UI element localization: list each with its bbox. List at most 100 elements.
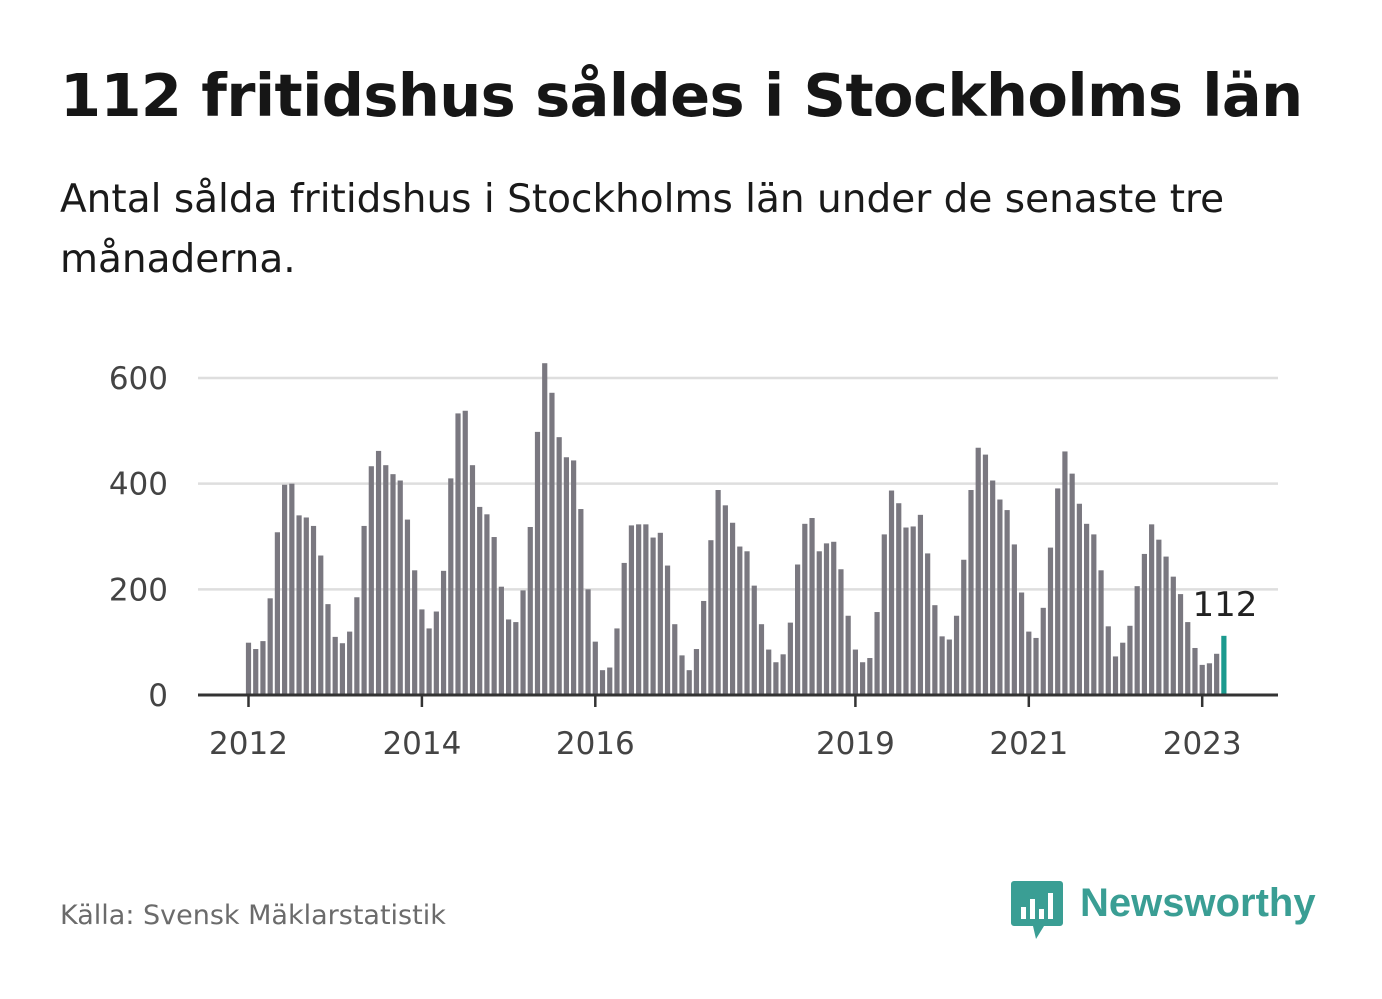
bar: [664, 565, 671, 695]
bar: [838, 569, 844, 695]
bars: [245, 363, 1227, 696]
bar: [672, 624, 678, 695]
bar: [534, 431, 541, 695]
bar: [390, 474, 396, 695]
bar: [1192, 647, 1198, 695]
bar: [766, 649, 772, 695]
bar: [809, 518, 815, 695]
bar: [780, 654, 786, 695]
bar-chart-speech-bubble-icon: [1011, 881, 1063, 939]
bar: [571, 460, 577, 695]
bar: [1170, 576, 1176, 695]
bar: [412, 570, 418, 695]
highlight-bar: [1221, 635, 1227, 695]
bar: [1055, 488, 1061, 695]
bar: [303, 517, 309, 695]
bar: [282, 484, 288, 695]
bar: [968, 490, 974, 695]
y-axis-labels: 0 200 400 600: [109, 361, 168, 714]
bar: [881, 534, 887, 695]
bar: [657, 532, 663, 695]
bar: [469, 465, 476, 695]
bar: [267, 598, 273, 695]
bar: [917, 514, 924, 695]
bar: [1011, 544, 1017, 695]
x-axis-labels: 2012 2014 2016 2019 2021 2023: [209, 726, 1242, 762]
bar: [289, 483, 295, 695]
bar: [744, 551, 750, 695]
bar: [607, 667, 613, 695]
bar: [462, 410, 468, 695]
bar: [347, 631, 353, 695]
bar: [368, 466, 374, 695]
bar: [614, 628, 620, 695]
bar: [397, 480, 403, 695]
bar: [599, 670, 606, 695]
bar: [484, 514, 490, 695]
bar: [527, 526, 533, 695]
bar: [1084, 523, 1090, 695]
bar: [1105, 626, 1111, 695]
bar: [932, 605, 938, 695]
bar-chart: 0 200 400 600 2012 2014 2016 2019 2021 2023 112: [109, 361, 1278, 762]
bar: [1149, 524, 1155, 695]
bar: [310, 525, 317, 695]
bar: [1214, 653, 1220, 695]
bar: [1156, 539, 1162, 695]
bar: [542, 363, 548, 695]
bar: [831, 541, 837, 695]
bar: [997, 499, 1003, 695]
bar: [1177, 594, 1184, 695]
bar: [1047, 547, 1054, 695]
bar: [650, 537, 656, 695]
bar: [1120, 642, 1126, 695]
bar: [578, 509, 584, 695]
bar: [795, 564, 801, 695]
brand-logo: Newsworthy: [1010, 877, 1330, 943]
x-tick-label: 2021: [989, 726, 1068, 762]
bar: [585, 589, 591, 695]
bar: [1033, 637, 1039, 695]
bar: [643, 524, 649, 695]
bar: [679, 655, 685, 696]
bar: [729, 522, 736, 695]
bar: [477, 506, 483, 695]
y-tick-label: 400: [109, 467, 168, 503]
bar: [910, 526, 916, 695]
bar: [498, 586, 504, 695]
chart-subtitle: Antal sålda fritidshus i Stockholms län …: [60, 177, 1225, 282]
bar: [715, 490, 721, 695]
bar: [1018, 592, 1025, 695]
bar: [946, 639, 952, 695]
bar: [1098, 570, 1104, 695]
x-tick-label: 2016: [556, 726, 635, 762]
bar: [1069, 473, 1075, 695]
y-tick-label: 600: [109, 361, 168, 397]
bar: [1026, 631, 1032, 695]
bar: [296, 515, 302, 695]
bar: [332, 636, 338, 695]
bar: [953, 615, 960, 695]
y-tick-label: 0: [148, 678, 168, 714]
bar: [325, 604, 331, 695]
bar: [982, 454, 989, 695]
bar: [1091, 534, 1097, 695]
bar: [1127, 625, 1133, 695]
bar: [816, 551, 822, 695]
bar: [375, 450, 382, 695]
bar: [787, 622, 793, 695]
bar: [1004, 510, 1010, 695]
bar: [513, 622, 519, 695]
bar: [708, 540, 714, 695]
source-note: Källa: Svensk Mäklarstatistik: [60, 900, 446, 931]
bar: [1199, 664, 1205, 695]
bar: [440, 570, 447, 695]
bar: [939, 636, 945, 695]
x-tick-label: 2023: [1163, 726, 1242, 762]
bar: [975, 447, 981, 695]
bar: [520, 590, 526, 695]
bar: [419, 609, 425, 695]
bar: [491, 537, 497, 695]
bar: [245, 642, 252, 695]
bar: [506, 619, 512, 695]
